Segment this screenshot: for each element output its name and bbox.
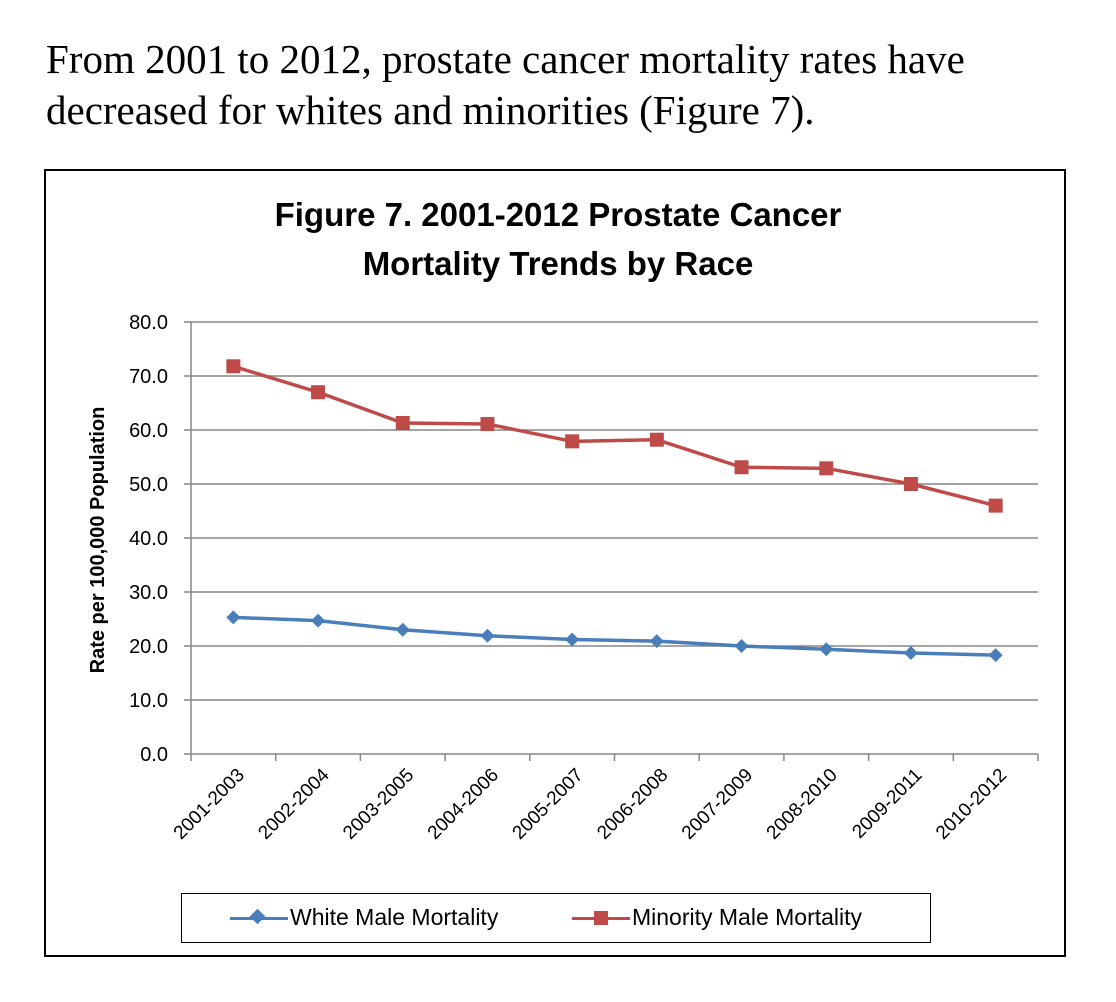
series-line-white: [233, 615, 996, 657]
chart-title-line-1: Figure 7. 2001-2012 Prostate Cancer: [274, 196, 842, 233]
series-line-minority: [232, 364, 997, 508]
data-point-minority-6: [734, 460, 749, 475]
y-tick-label-6: 60.0: [129, 420, 168, 442]
x-tick-label-0: 2001-2003: [170, 765, 249, 844]
data-point-white-5: [649, 634, 664, 649]
intro-line-2: decreased for whites and minorities (Fig…: [46, 87, 815, 133]
data-point-minority-9: [988, 498, 1003, 513]
data-point-white-2: [395, 622, 410, 637]
data-point-white-9: [988, 648, 1003, 663]
y-tick-label-7: 70.0: [129, 366, 168, 388]
y-tick-label-8: 80.0: [129, 312, 168, 334]
legend-label-white: White Male Mortality: [290, 904, 499, 930]
intro-line-1: From 2001 to 2012, prostate cancer morta…: [46, 36, 965, 82]
data-point-minority-3: [480, 417, 495, 432]
y-tick-label-5: 50.0: [129, 474, 168, 496]
legend-item-white: White Male Mortality: [230, 894, 498, 941]
chart-legend: White Male Mortality Minority Male Morta…: [181, 893, 931, 943]
data-point-minority-2: [395, 415, 410, 430]
x-tick-label-5: 2006-2008: [593, 765, 672, 844]
x-tick-label-8: 2009-2011: [848, 765, 926, 843]
data-point-minority-8: [903, 477, 918, 491]
chart-title-line-2: Mortality Trends by Race: [362, 245, 754, 282]
data-point-white-7: [819, 642, 834, 657]
x-tick-label-4: 2005-2007: [509, 765, 588, 844]
y-tick-label-1: 10.0: [129, 690, 168, 712]
y-tick-label-2: 20.0: [129, 636, 168, 658]
x-tick-label-9: 2010-2012: [932, 765, 1011, 844]
data-point-white-0: [226, 610, 241, 625]
legend-swatch-minority: [572, 908, 630, 928]
intro-paragraph: From 2001 to 2012, prostate cancer morta…: [46, 34, 1086, 136]
data-point-minority-5: [649, 432, 664, 447]
legend-swatch-white: [230, 908, 288, 928]
data-point-minority-7: [819, 461, 834, 476]
x-tick-label-2: 2003-2005: [339, 765, 418, 844]
data-point-white-8: [903, 646, 918, 661]
data-point-minority-0: [226, 359, 241, 374]
legend-label-minority: Minority Male Mortality: [632, 904, 863, 930]
y-tick-label-3: 30.0: [129, 582, 168, 604]
y-tick-label-0: 0.0: [140, 744, 168, 766]
legend-item-minority: Minority Male Mortality: [572, 894, 862, 941]
data-point-white-1: [311, 613, 326, 628]
data-point-minority-1: [311, 385, 326, 400]
y-axis-label: Rate per 100,000 Population: [87, 407, 109, 674]
x-tick-label-6: 2007-2009: [678, 765, 757, 844]
data-point-minority-4: [565, 434, 580, 449]
data-point-white-3: [480, 628, 495, 643]
x-tick-label-3: 2004-2006: [424, 765, 503, 844]
data-point-white-6: [734, 639, 749, 653]
data-point-white-4: [565, 632, 580, 647]
x-tick-label-7: 2008-2010: [763, 765, 842, 844]
x-tick-label-1: 2002-2004: [254, 764, 333, 843]
chart-frame: [44, 169, 1066, 957]
y-tick-label-4: 40.0: [129, 528, 168, 550]
